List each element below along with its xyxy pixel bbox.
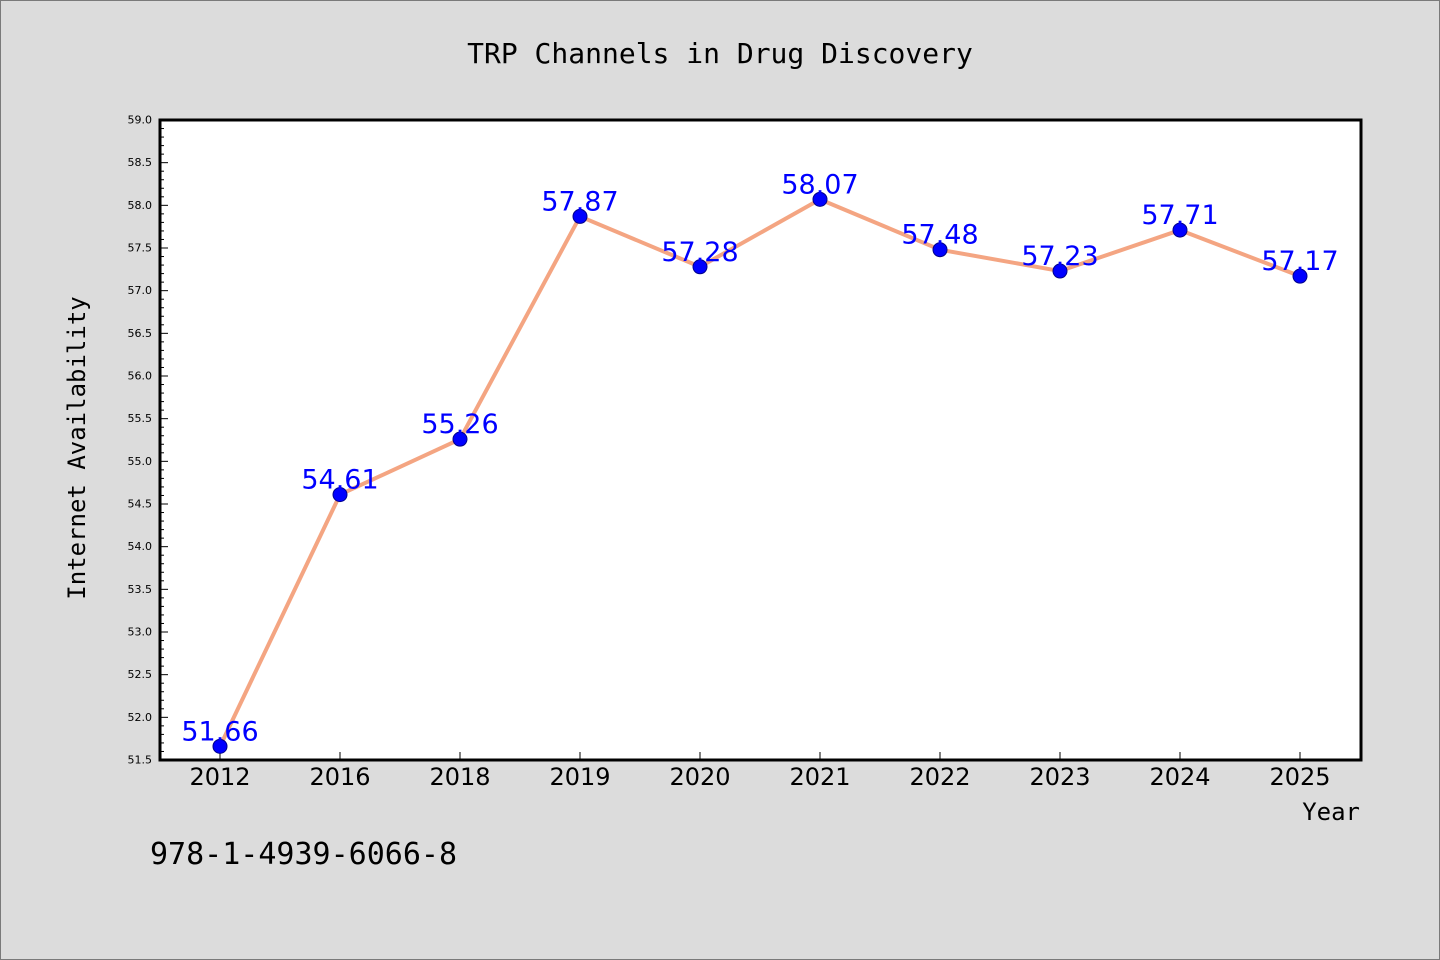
y-tick-label: 53.5 xyxy=(128,583,153,596)
y-tick-label: 52.0 xyxy=(128,711,153,724)
x-tick-label: 2018 xyxy=(429,763,490,791)
data-label: 58.07 xyxy=(781,169,858,200)
y-tick-label: 55.5 xyxy=(128,412,153,425)
x-tick-label: 2012 xyxy=(189,763,250,791)
y-axis-label: Internet Availability xyxy=(63,296,91,599)
data-label: 57.28 xyxy=(661,237,738,268)
x-tick-label: 2025 xyxy=(1269,763,1330,791)
y-tick-label: 56.5 xyxy=(128,327,153,340)
y-tick-label: 52.5 xyxy=(128,668,153,681)
y-tick-label: 54.0 xyxy=(128,540,153,553)
y-tick-label: 57.0 xyxy=(128,284,153,297)
data-label: 57.23 xyxy=(1021,241,1098,272)
data-label: 57.87 xyxy=(541,186,618,217)
chart-title: TRP Channels in Drug Discovery xyxy=(467,37,973,70)
data-point xyxy=(332,487,348,503)
isbn-annotation: 978-1-4939-6066-8 xyxy=(150,837,457,872)
y-tick-label: 58.0 xyxy=(128,199,153,212)
x-tick-label: 2021 xyxy=(789,763,850,791)
data-label: 57.71 xyxy=(1141,200,1218,231)
data-point xyxy=(572,208,588,224)
data-point xyxy=(1172,222,1188,238)
data-label: 55.26 xyxy=(421,409,498,440)
y-tick-label: 56.0 xyxy=(128,370,153,383)
data-point xyxy=(812,191,828,207)
series-layer xyxy=(212,191,1308,754)
data-point xyxy=(1292,268,1308,284)
data-label-layer: 51.66 54.61 55.26 57.87 57.28 58.07 57.48 57.23… xyxy=(181,169,1338,747)
series-line xyxy=(218,197,1302,749)
data-label: 51.66 xyxy=(181,716,258,747)
y-tick-label: 51.5 xyxy=(128,754,153,767)
data-point xyxy=(692,259,708,275)
data-point xyxy=(452,431,468,447)
data-label: 57.48 xyxy=(901,220,978,251)
data-point xyxy=(212,738,228,754)
y-tick-label: 53.0 xyxy=(128,626,153,639)
y-tick-label: 54.5 xyxy=(128,498,153,511)
y-tick-label: 59.0 xyxy=(128,114,153,127)
y-tick-label: 55.0 xyxy=(128,455,153,468)
data-point xyxy=(1052,263,1068,279)
y-axis: 51.5 52.0 52.5 53.0 53.5 54.0 54.5 55.0 55.5 56.0… xyxy=(128,114,168,767)
x-tick-label: 2019 xyxy=(549,763,610,791)
x-axis: 2012 2016 2018 2019 2020 2021 2022 2023 2024 2025 xyxy=(189,752,1331,791)
x-tick-label: 2022 xyxy=(909,763,970,791)
y-tick-label: 58.5 xyxy=(128,156,153,169)
x-tick-label: 2023 xyxy=(1029,763,1090,791)
y-tick-label: 57.5 xyxy=(128,242,153,255)
data-label: 54.61 xyxy=(301,465,378,496)
plot-area xyxy=(158,118,1363,762)
x-tick-label: 2016 xyxy=(309,763,370,791)
x-tick-label: 2020 xyxy=(669,763,730,791)
x-axis-label: Year xyxy=(1302,798,1360,826)
x-tick-label: 2024 xyxy=(1149,763,1210,791)
data-label: 57.17 xyxy=(1261,246,1338,277)
data-point xyxy=(932,242,948,258)
